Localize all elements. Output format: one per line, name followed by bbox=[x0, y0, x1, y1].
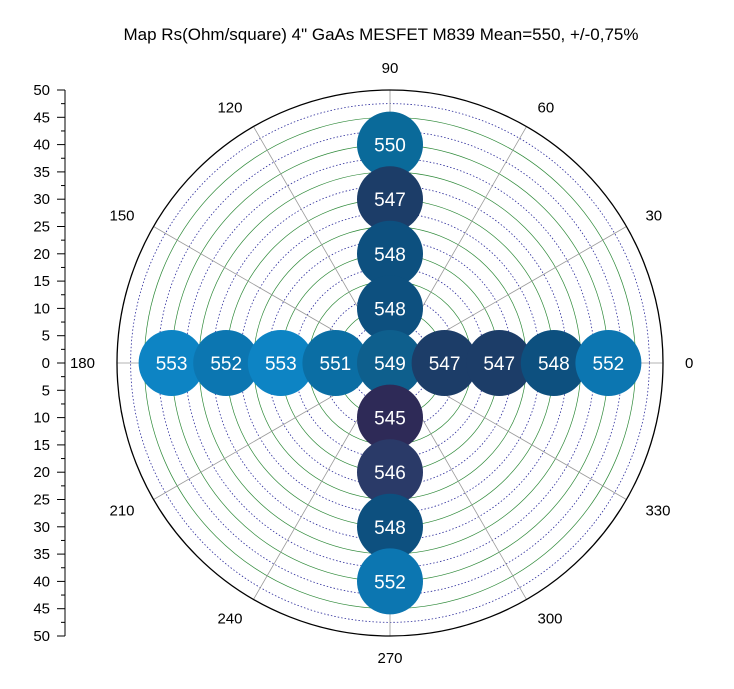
data-point-marker bbox=[357, 439, 423, 506]
data-point-label: 552 bbox=[593, 354, 625, 375]
data-point: 548 bbox=[357, 275, 423, 342]
axis-tick-label: 15 bbox=[33, 273, 50, 290]
data-point: 548 bbox=[357, 220, 423, 287]
axis-tick-label: 0 bbox=[42, 355, 50, 372]
data-point-label: 549 bbox=[374, 354, 406, 375]
axis-tick-label: 50 bbox=[33, 628, 50, 645]
axis-tick-label: 50 bbox=[33, 82, 50, 99]
data-point: 552 bbox=[193, 330, 260, 396]
data-point: 545 bbox=[357, 384, 423, 451]
data-point-marker bbox=[520, 330, 587, 396]
data-point-label: 548 bbox=[374, 245, 406, 266]
outer-ring bbox=[116, 89, 664, 637]
data-point-label: 550 bbox=[374, 136, 406, 157]
axis-tick-label: 35 bbox=[33, 546, 50, 563]
data-point-label: 548 bbox=[374, 518, 406, 539]
data-point: 548 bbox=[357, 493, 423, 560]
data-point: 549 bbox=[357, 330, 423, 396]
axis-tick-label: 35 bbox=[33, 164, 50, 181]
data-point-marker bbox=[138, 330, 205, 396]
data-point-marker bbox=[357, 111, 423, 178]
angle-labels: 0 30 60 90 120 150 180 210 240 270 300 330 bbox=[70, 60, 693, 667]
data-point-label: 548 bbox=[538, 354, 570, 375]
data-point: 553 bbox=[138, 330, 205, 396]
angle-label: 120 bbox=[217, 100, 242, 117]
data-point-marker bbox=[357, 493, 423, 560]
angle-label: 300 bbox=[538, 610, 563, 627]
axis-tick-label: 25 bbox=[33, 219, 50, 236]
angle-label: 330 bbox=[645, 503, 670, 520]
data-point: 550 bbox=[357, 111, 423, 178]
angle-label: 240 bbox=[217, 610, 242, 627]
angle-label: 0 bbox=[685, 355, 693, 372]
data-point: 552 bbox=[575, 330, 642, 396]
data-point-marker bbox=[357, 384, 423, 451]
axis-tick-label: 20 bbox=[33, 246, 50, 263]
data-points: 550 547 548 548 553 552 553 551 549 547 547 548 552 5… bbox=[138, 111, 642, 615]
data-point-marker bbox=[357, 220, 423, 287]
data-point-marker bbox=[193, 330, 260, 396]
data-point: 552 bbox=[357, 548, 423, 615]
data-point-label: 548 bbox=[374, 299, 406, 320]
data-point: 547 bbox=[357, 166, 423, 233]
angle-label: 210 bbox=[109, 503, 134, 520]
axis-tick-label: 20 bbox=[33, 464, 50, 481]
data-point-label: 552 bbox=[374, 572, 406, 593]
data-point-marker bbox=[575, 330, 642, 396]
data-point-label: 546 bbox=[374, 463, 406, 484]
angle-label: 90 bbox=[382, 60, 399, 77]
data-point-marker bbox=[302, 330, 369, 396]
angle-label: 30 bbox=[645, 208, 662, 225]
axis-tick-label: 10 bbox=[33, 410, 50, 427]
data-point-marker bbox=[411, 330, 478, 396]
data-point: 547 bbox=[466, 330, 533, 396]
data-point: 548 bbox=[520, 330, 587, 396]
axis-tick-label: 45 bbox=[33, 601, 50, 618]
data-point-marker bbox=[357, 166, 423, 233]
axis-tick-label: 5 bbox=[42, 328, 50, 345]
angle-label: 270 bbox=[377, 650, 402, 667]
axis-tick-label: 40 bbox=[33, 573, 50, 590]
axis-tick-label: 40 bbox=[33, 137, 50, 154]
data-point-label: 547 bbox=[483, 354, 515, 375]
data-point-label: 545 bbox=[374, 409, 406, 430]
data-point-marker bbox=[357, 275, 423, 342]
angle-label: 60 bbox=[538, 100, 555, 117]
axis-tick-label: 45 bbox=[33, 109, 50, 126]
data-point-marker bbox=[466, 330, 533, 396]
angle-label: 180 bbox=[70, 355, 95, 372]
angle-label: 150 bbox=[109, 208, 134, 225]
axis-tick-label: 5 bbox=[42, 382, 50, 399]
data-point: 547 bbox=[411, 330, 478, 396]
data-point: 551 bbox=[302, 330, 369, 396]
data-point: 546 bbox=[357, 439, 423, 506]
data-point-label: 553 bbox=[156, 354, 188, 375]
data-point-label: 547 bbox=[429, 354, 461, 375]
data-point-label: 547 bbox=[374, 190, 406, 211]
data-point-label: 552 bbox=[210, 354, 242, 375]
axis-tick-label: 30 bbox=[33, 191, 50, 208]
axis-tick-label: 25 bbox=[33, 492, 50, 509]
data-point-label: 553 bbox=[265, 354, 297, 375]
axis-tick-label: 15 bbox=[33, 437, 50, 454]
data-point: 553 bbox=[247, 330, 314, 396]
chart-title: Map Rs(Ohm/square) 4" GaAs MESFET M839 M… bbox=[124, 25, 639, 44]
axis-tick-label: 30 bbox=[33, 519, 50, 536]
data-point-marker bbox=[357, 548, 423, 615]
data-point-marker bbox=[357, 330, 423, 396]
axis-tick-label: 10 bbox=[33, 300, 50, 317]
data-point-label: 551 bbox=[320, 354, 352, 375]
data-point-marker bbox=[247, 330, 314, 396]
